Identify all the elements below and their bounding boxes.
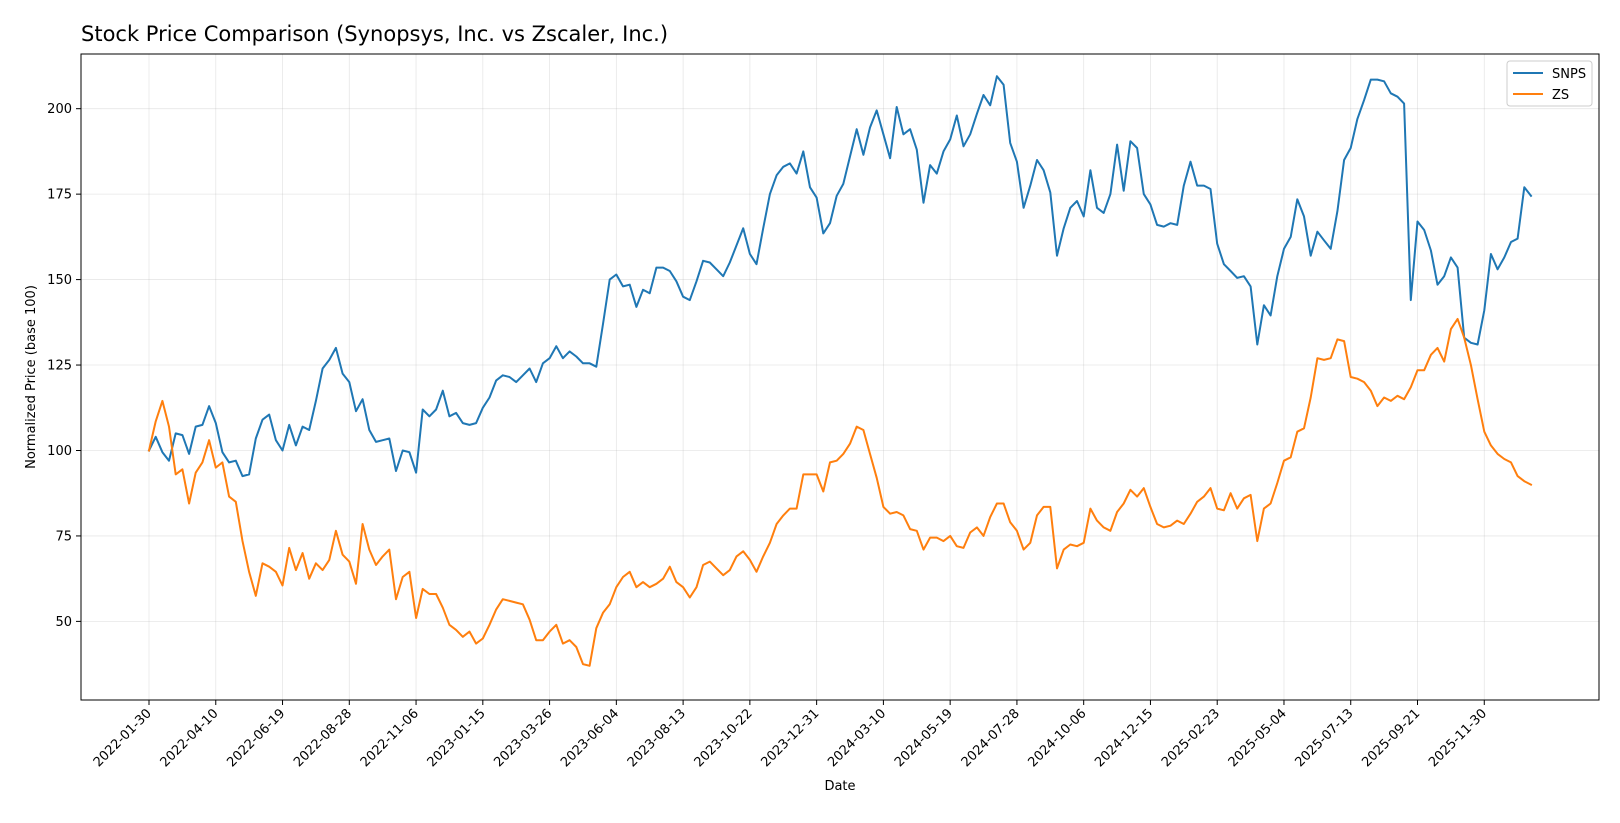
x-tick-label: 2023-01-15 [425, 706, 489, 770]
y-axis: 50 75 100 125 150 175 200 [47, 102, 81, 630]
x-tick-label: 2024-12-15 [1092, 706, 1156, 770]
x-tick-label: 2022-08-28 [291, 706, 355, 770]
legend: SNPS ZS [1506, 60, 1593, 107]
x-tick-label: 2023-06-04 [558, 706, 622, 770]
x-tick-label: 2025-07-13 [1293, 706, 1357, 770]
y-tick-label: 50 [55, 615, 72, 630]
x-axis-label: Date [824, 779, 855, 794]
y-axis-label: Normalized Price (base 100) [24, 285, 39, 469]
legend-label-zs: ZS [1552, 88, 1569, 103]
x-tick-label: 2023-12-31 [758, 706, 822, 770]
x-tick-label: 2024-10-06 [1025, 706, 1089, 770]
x-tick-label: 2022-04-10 [158, 706, 222, 770]
x-tick-label: 2025-05-04 [1226, 706, 1290, 770]
y-tick-label: 200 [47, 102, 72, 117]
series-line-zs [147, 317, 1533, 667]
x-tick-label: 2023-10-22 [692, 706, 756, 770]
x-tick-label: 2022-11-06 [358, 706, 422, 770]
x-tick-label: 2023-03-26 [491, 706, 555, 770]
series-lines [147, 75, 1533, 667]
x-tick-label: 2025-09-21 [1359, 706, 1423, 770]
x-tick-label: 2022-06-19 [224, 706, 288, 770]
series-line-snps [147, 75, 1533, 478]
x-tick-label: 2024-07-28 [959, 706, 1023, 770]
legend-label-snps: SNPS [1552, 67, 1586, 82]
x-tick-label: 2024-05-19 [892, 706, 956, 770]
grid [81, 54, 1599, 700]
y-tick-label: 75 [55, 529, 72, 544]
x-axis: 2022-01-30 2022-04-10 2022-06-19 2022-08-28… [91, 700, 1490, 770]
x-tick-label: 2023-08-13 [625, 706, 689, 770]
y-tick-label: 150 [47, 273, 72, 288]
y-tick-label: 175 [47, 188, 72, 203]
x-tick-label: 2025-11-30 [1426, 706, 1490, 770]
chart-title: Stock Price Comparison (Synopsys, Inc. v… [81, 22, 668, 46]
y-tick-label: 125 [47, 359, 72, 374]
x-tick-label: 2022-01-30 [91, 706, 155, 770]
y-tick-label: 100 [47, 444, 72, 459]
x-tick-label: 2024-03-10 [825, 706, 889, 770]
x-tick-label: 2025-02-23 [1159, 706, 1223, 770]
plot-area-frame [80, 53, 1600, 701]
